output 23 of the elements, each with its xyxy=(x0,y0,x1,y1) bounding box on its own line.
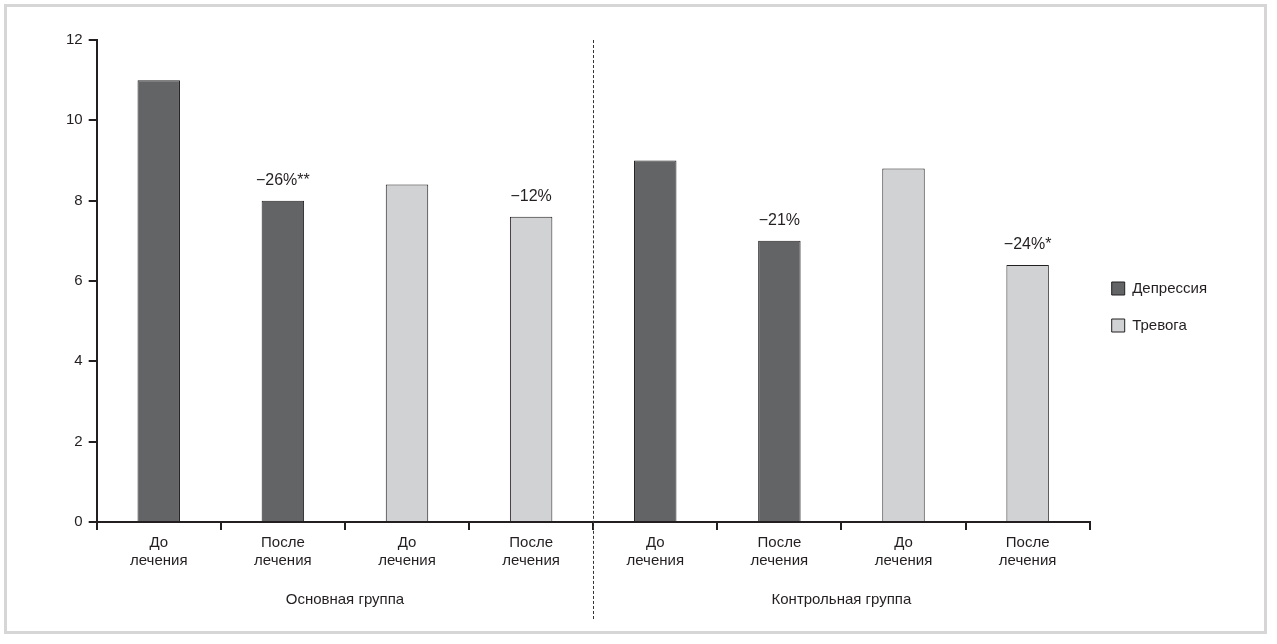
legend-label: Депрессия xyxy=(1132,278,1207,296)
y-tick-label: 8 xyxy=(74,190,83,208)
x-tick-label: После лечения xyxy=(254,533,312,569)
x-tick-label: После лечения xyxy=(998,533,1057,569)
x-tick-label: До лечения xyxy=(874,533,933,569)
y-tick-label: 10 xyxy=(66,110,83,128)
x-tick-label: До лечения xyxy=(378,533,436,569)
annotation: −21% xyxy=(758,211,801,229)
y-tick-label: 0 xyxy=(74,512,83,530)
y-tick-label: 12 xyxy=(66,30,83,48)
legend-label: Тревога xyxy=(1132,315,1188,333)
y-tick-label: 2 xyxy=(74,431,83,449)
annotation: −12% xyxy=(510,187,552,205)
x-tick-label: До лечения xyxy=(129,533,188,569)
text: Основная группа xyxy=(285,589,405,607)
annotation: −24%* xyxy=(1003,235,1052,253)
x-tick-label: После лечения xyxy=(750,533,809,569)
x-tick-label: До лечения xyxy=(626,533,685,569)
y-tick-label: 4 xyxy=(74,351,83,369)
x-tick-label: После лечения xyxy=(502,533,560,569)
annotation: −26%** xyxy=(255,171,310,189)
text: Контрольная группа xyxy=(771,589,912,607)
y-tick-label: 6 xyxy=(74,271,83,289)
